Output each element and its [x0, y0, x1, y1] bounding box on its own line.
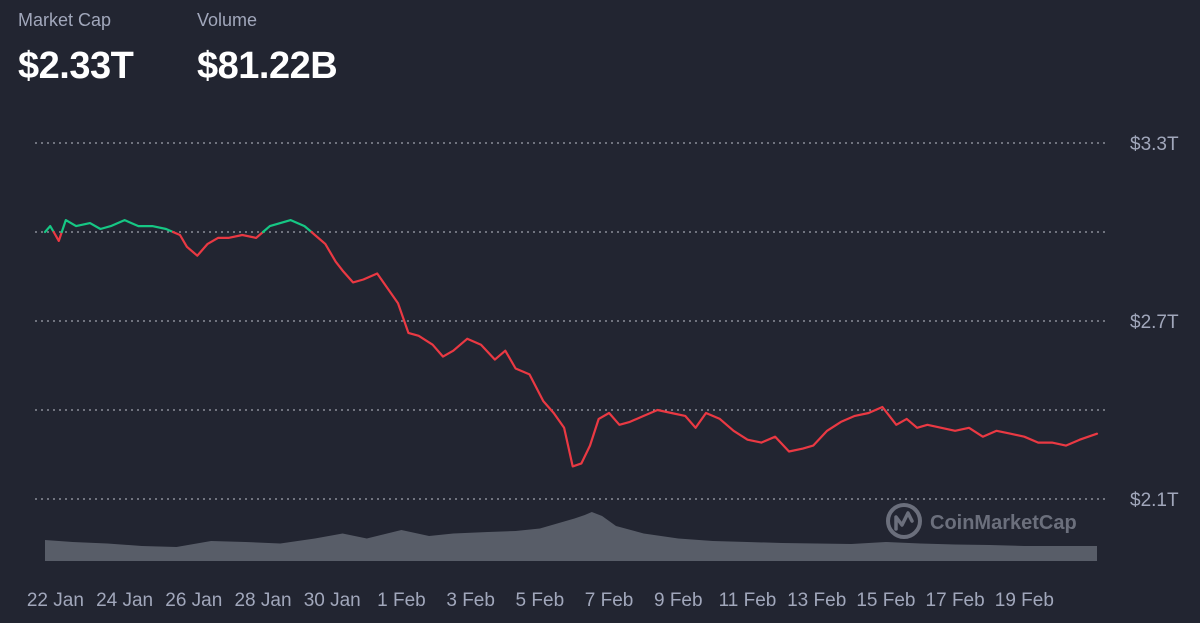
x-tick-label: 1 Feb: [377, 590, 426, 611]
market-cap-value: $2.33T: [18, 45, 134, 87]
price-line-down-segment: [171, 230, 265, 257]
volume-value: $81.22B: [197, 45, 338, 87]
price-line[interactable]: [43, 219, 1099, 468]
x-tick-label: 9 Feb: [654, 590, 703, 611]
watermark-text: CoinMarketCap: [930, 512, 1077, 534]
price-line-down-segment: [310, 230, 1099, 468]
x-tick-label: 24 Jan: [96, 590, 153, 611]
coinmarketcap-watermark: CoinMarketCap: [886, 503, 1077, 539]
price-line-up-segment: [43, 225, 55, 234]
x-tick-label: 7 Feb: [585, 590, 634, 611]
y-tick-label: $2.7T: [1130, 312, 1179, 333]
market-cap-label: Market Cap: [18, 10, 112, 30]
price-line-up-segment: [60, 219, 175, 234]
x-tick-label: 3 Feb: [446, 590, 495, 611]
volume-stat: Volume $81.22B: [197, 10, 338, 88]
volume-area: [45, 512, 1097, 561]
x-tick-label: 22 Jan: [27, 590, 84, 611]
x-axis-ticks: 22 Jan 24 Jan 26 Jan 28 Jan 30 Jan 1 Feb 3 Feb…: [27, 590, 1054, 611]
y-tick-label: $2.1T: [1130, 490, 1179, 511]
volume-label: Volume: [197, 10, 258, 30]
x-tick-label: 19 Feb: [995, 590, 1054, 611]
price-line-down-segment: [52, 230, 63, 242]
x-tick-label: 11 Feb: [719, 590, 777, 611]
x-tick-label: 15 Feb: [856, 590, 915, 611]
grid-lines: [35, 142, 1105, 500]
y-tick-label: $3.3T: [1130, 134, 1179, 155]
coinmarketcap-logo-icon: [886, 503, 922, 539]
market-cap-stat: Market Cap $2.33T: [18, 10, 134, 88]
x-tick-label: 28 Jan: [234, 590, 291, 611]
y-axis-ticks: $3.3T $2.7T $2.1T: [1130, 134, 1179, 511]
x-tick-label: 26 Jan: [165, 590, 222, 611]
x-tick-label: 17 Feb: [926, 590, 985, 611]
x-tick-label: 30 Jan: [304, 590, 361, 611]
x-tick-label: 5 Feb: [516, 590, 565, 611]
volume-area-shape: [45, 512, 1097, 561]
price-line-up-segment: [261, 219, 313, 234]
x-tick-label: 13 Feb: [787, 590, 846, 611]
